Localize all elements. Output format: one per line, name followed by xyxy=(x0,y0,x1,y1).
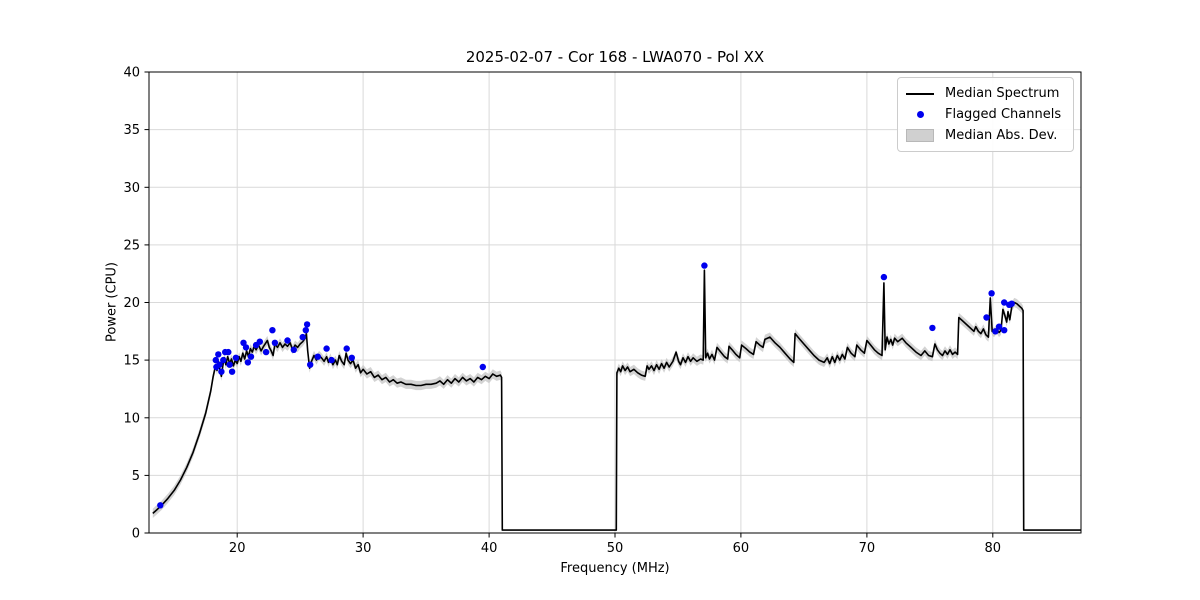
flagged-channel-point xyxy=(216,361,223,368)
y-tick-label: 20 xyxy=(123,296,140,311)
legend-item-median-spectrum: Median Spectrum xyxy=(905,83,1065,104)
flagged-channel-point xyxy=(269,327,276,334)
flagged-channel-point xyxy=(232,354,240,361)
flagged-channel-point xyxy=(880,273,888,281)
flagged-channel-point xyxy=(242,344,250,351)
flagged-channel-point xyxy=(323,345,330,352)
median-spectrum-line xyxy=(152,269,1081,531)
y-tick-label: 40 xyxy=(123,66,140,81)
flagged-channel-point xyxy=(302,327,309,334)
legend-label: Median Spectrum xyxy=(945,86,1060,101)
x-tick-label: 70 xyxy=(859,541,876,556)
flagged-channel-point xyxy=(988,290,995,297)
legend-label: Median Abs. Dev. xyxy=(945,128,1058,143)
y-tick-label: 0 xyxy=(132,527,140,542)
flagged-channel-point xyxy=(225,348,232,356)
flagged-channel-point xyxy=(244,359,252,366)
dot-marker-icon xyxy=(905,111,935,118)
x-tick-label: 30 xyxy=(355,541,372,556)
x-tick-label: 80 xyxy=(985,541,1002,556)
y-tick-label: 25 xyxy=(123,238,140,253)
patch-marker-icon xyxy=(905,129,935,142)
flagged-channel-point xyxy=(314,353,321,360)
flagged-channel-point xyxy=(701,262,708,269)
flagged-channel-point xyxy=(303,321,311,328)
flagged-channel-point xyxy=(1008,300,1015,307)
y-tick-label: 30 xyxy=(123,181,140,196)
flagged-channel-point xyxy=(212,356,219,364)
flagged-channel-point xyxy=(284,337,291,344)
x-tick-label: 60 xyxy=(733,541,750,556)
flagged-channel-point xyxy=(218,368,225,375)
flagged-channel-point xyxy=(983,314,990,321)
flagged-channel-point xyxy=(290,346,297,353)
legend-item-flagged-channels: Flagged Channels xyxy=(905,104,1065,125)
flagged-channel-point xyxy=(228,368,236,375)
flagged-channel-point xyxy=(328,356,335,364)
flagged-channel-point xyxy=(157,502,164,509)
legend-label: Flagged Channels xyxy=(945,107,1062,122)
y-tick-label: 5 xyxy=(132,469,140,484)
flagged-channel-point xyxy=(262,348,270,356)
flagged-channel-point xyxy=(220,356,227,364)
x-axis-label: Frequency (MHz) xyxy=(560,561,670,576)
line-marker-icon xyxy=(905,92,935,95)
y-tick-label: 15 xyxy=(123,354,140,369)
flagged-channel-point xyxy=(929,324,936,332)
flagged-channel-point xyxy=(992,328,999,335)
flagged-channel-point xyxy=(348,354,355,361)
mad-band xyxy=(616,297,1024,381)
x-tick-label: 40 xyxy=(481,541,498,556)
flagged-channel-point xyxy=(479,363,486,371)
x-tick-label: 50 xyxy=(607,541,624,556)
legend-item-median-abs-dev: Median Abs. Dev. xyxy=(905,125,1065,146)
y-tick-label: 35 xyxy=(123,123,140,138)
flagged-channel-point xyxy=(343,345,350,352)
flagged-channel-point xyxy=(247,353,255,360)
y-tick-label: 10 xyxy=(123,411,140,426)
flagged-channel-point xyxy=(1001,327,1008,334)
flagged-channel-point xyxy=(307,361,314,368)
legend: Median Spectrum Flagged Channels Median … xyxy=(897,77,1074,152)
x-tick-label: 20 xyxy=(229,541,246,556)
flagged-channel-point xyxy=(256,338,263,345)
flagged-channel-point xyxy=(995,323,1003,330)
flagged-channel-point xyxy=(215,351,222,358)
flagged-channel-point xyxy=(1001,299,1008,306)
flagged-channel-point xyxy=(271,339,279,346)
flagged-channel-point xyxy=(299,333,306,341)
chart-title: 2025-02-07 - Cor 168 - LWA070 - Pol XX xyxy=(465,48,765,66)
flagged-channel-point xyxy=(226,361,233,368)
